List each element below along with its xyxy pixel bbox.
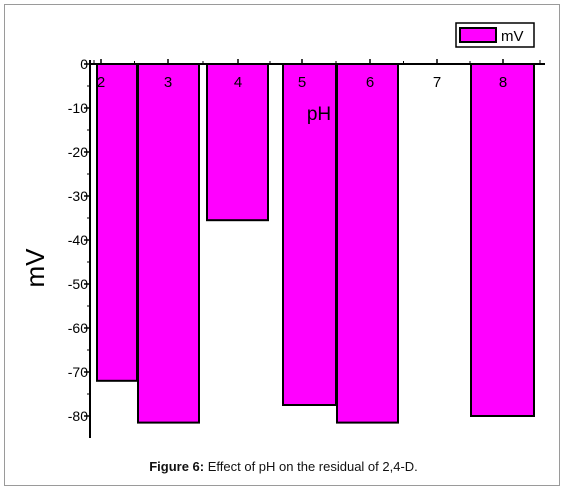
labels-group: 0 -10 -20 -30 -40 -50 -60 -70 -80 2 3 4 5 6 7 8 pH mV xyxy=(20,56,507,424)
y-tick-label: -10 xyxy=(68,100,88,116)
figure-caption: Figure 6: Effect of pH on the residual o… xyxy=(0,459,567,474)
x-axis-title: pH xyxy=(307,104,331,125)
bar-ph-3 xyxy=(137,63,200,424)
bar-ph-5 xyxy=(282,63,337,406)
y-tick-label: -60 xyxy=(68,320,88,336)
x-tick-label: 7 xyxy=(433,74,441,91)
legend-swatch xyxy=(459,27,497,43)
axes-group xyxy=(84,59,545,438)
y-tick-label: -50 xyxy=(68,276,88,292)
y-tick-label: -80 xyxy=(68,408,88,424)
bar-ph-4 xyxy=(206,63,269,222)
x-tick-label: 6 xyxy=(366,74,374,91)
y-tick-label: 0 xyxy=(80,56,88,72)
y-tick-label: -70 xyxy=(68,364,88,380)
caption-label: Figure 6: xyxy=(149,459,205,474)
x-tick-label: 3 xyxy=(164,74,172,91)
bar-ph-6 xyxy=(336,63,399,424)
x-tick-label: 5 xyxy=(298,74,306,91)
y-tick-label: -20 xyxy=(68,144,88,160)
y-tick-label: -30 xyxy=(68,188,88,204)
y-axis-title: mV xyxy=(20,248,50,288)
x-tick-label: 4 xyxy=(234,74,242,91)
y-tick-label: -40 xyxy=(68,232,88,248)
x-tick-label: 2 xyxy=(97,74,105,91)
caption-text: Effect of pH on the residual of 2,4-D. xyxy=(204,459,418,474)
bar-ph-2 xyxy=(96,63,138,382)
x-tick-label: 8 xyxy=(499,74,507,91)
legend-label: mV xyxy=(501,28,524,45)
bar-ph-8 xyxy=(470,63,535,417)
legend: mV xyxy=(455,22,535,48)
